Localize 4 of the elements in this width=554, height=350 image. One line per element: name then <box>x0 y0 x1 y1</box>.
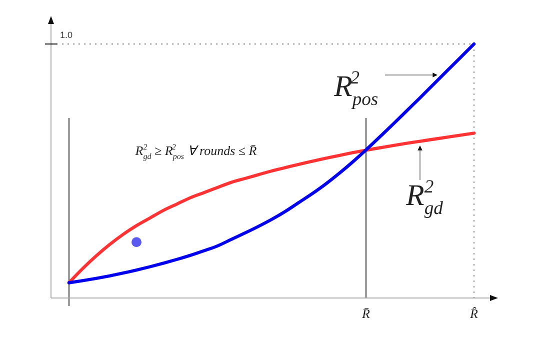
x-tick-label: R̂ <box>469 306 478 321</box>
text: R$_{gd}$$^{2}$ ≥ R$_{pos}$$^{2}$ ∀ rounds ≤ R̄ <box>135 142 257 161</box>
x-tick-label: R̄ <box>361 306 370 321</box>
text: 1.0 <box>60 30 73 40</box>
